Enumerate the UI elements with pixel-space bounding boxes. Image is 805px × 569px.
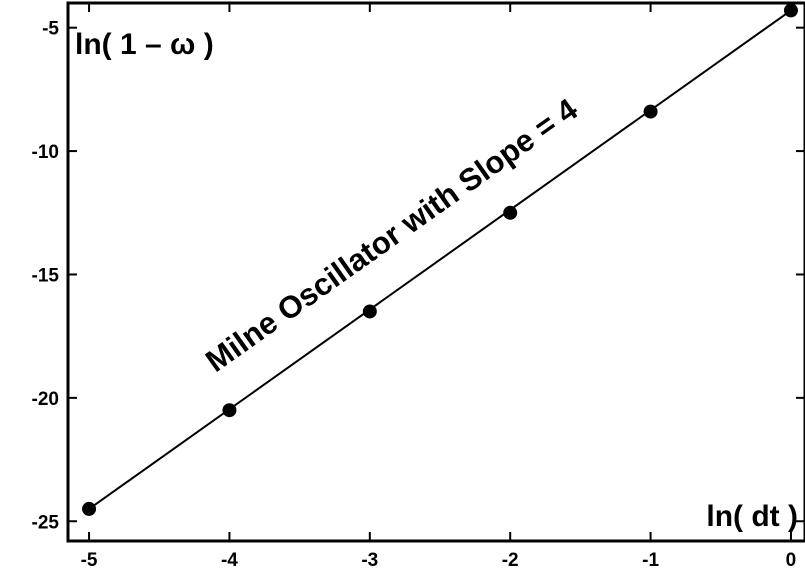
data-point — [503, 205, 518, 220]
x-tick-label: -2 — [502, 550, 519, 569]
slope-annotation: Milne Oscillator with Slope = 4 — [199, 91, 584, 379]
x-tick-label: -1 — [642, 550, 659, 569]
data-point — [222, 403, 237, 418]
data-points — [82, 3, 798, 516]
tick-marks — [68, 3, 805, 541]
series-line — [88, 9, 792, 510]
y-tick-label: -20 — [32, 389, 59, 410]
x-axis-label: ln( dt ) — [706, 500, 798, 533]
data-point — [82, 501, 97, 516]
data-point — [643, 104, 658, 119]
x-tick-label: -3 — [361, 550, 378, 569]
data-point — [783, 3, 798, 18]
x-tick-label: -5 — [81, 550, 98, 569]
y-tick-label: -10 — [32, 142, 59, 163]
x-tick-label: -4 — [221, 550, 238, 569]
plot-frame — [66, 1, 805, 543]
y-tick-label: -5 — [42, 19, 59, 40]
y-tick-label: -15 — [32, 265, 60, 286]
x-tick-label: 0 — [786, 550, 797, 569]
tick-labels: -5 -4 -3 -2 -1 0-5-10-15-20-25 — [32, 19, 797, 569]
y-axis-label: ln( 1 – ω ) — [75, 28, 214, 61]
data-point — [362, 304, 377, 319]
y-tick-label: -25 — [32, 512, 60, 533]
